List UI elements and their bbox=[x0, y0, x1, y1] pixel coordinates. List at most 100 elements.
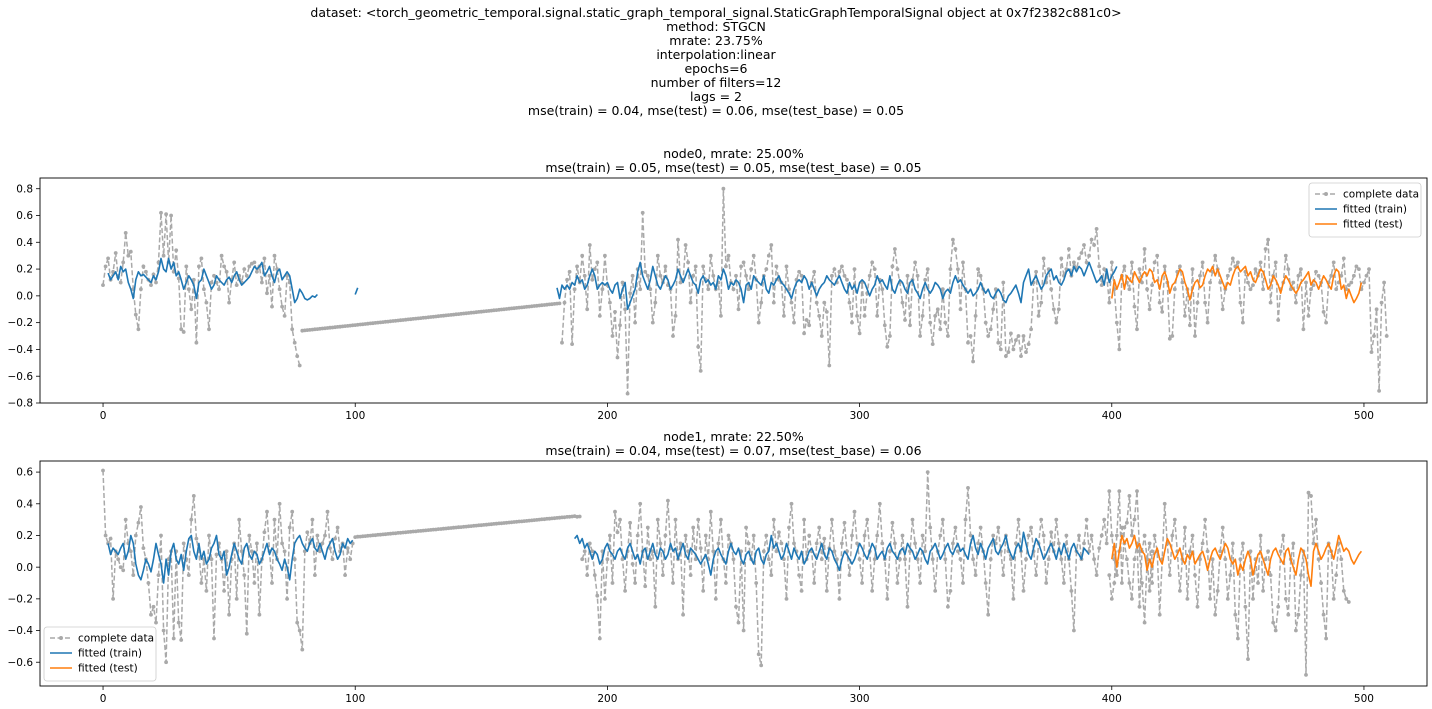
complete-data-point bbox=[923, 277, 928, 282]
complete-data-point bbox=[1107, 489, 1112, 493]
complete-data-point bbox=[1379, 300, 1384, 305]
complete-data-point bbox=[161, 253, 166, 258]
complete-data-point bbox=[313, 573, 317, 577]
complete-data-point bbox=[693, 557, 698, 562]
fitted-train-line bbox=[556, 261, 1118, 311]
complete-data-point bbox=[209, 557, 214, 562]
complete-data-point bbox=[1077, 256, 1081, 261]
complete-data-point bbox=[671, 581, 675, 585]
complete-data-point bbox=[262, 256, 267, 261]
complete-data-point bbox=[149, 283, 153, 287]
complete-data-point bbox=[1006, 350, 1011, 354]
complete-data-point bbox=[1109, 260, 1114, 265]
complete-data-point bbox=[880, 287, 885, 292]
complete-data-point bbox=[658, 541, 663, 546]
complete-data-point bbox=[1258, 260, 1263, 265]
complete-data-point bbox=[1203, 517, 1207, 522]
complete-data-point bbox=[580, 557, 585, 562]
complete-data-point bbox=[1059, 557, 1064, 562]
complete-data-point bbox=[1200, 541, 1205, 546]
complete-data-point bbox=[1092, 243, 1096, 247]
complete-data-point bbox=[1039, 517, 1044, 522]
complete-data-point bbox=[128, 549, 133, 554]
complete-data-point bbox=[103, 533, 108, 538]
complete-data-point bbox=[1026, 342, 1031, 346]
complete-data-point bbox=[650, 320, 655, 325]
complete-data-point bbox=[610, 334, 615, 338]
complete-data-point bbox=[1114, 573, 1119, 577]
complete-data-point bbox=[766, 253, 771, 258]
complete-data-point bbox=[171, 636, 176, 641]
complete-data-point bbox=[822, 300, 827, 305]
complete-data-point bbox=[802, 331, 806, 336]
complete-data-point bbox=[978, 525, 983, 530]
complete-data-point bbox=[966, 340, 970, 345]
complete-data-point bbox=[179, 327, 184, 332]
complete-data-point bbox=[1167, 573, 1172, 577]
complete-data-point bbox=[935, 307, 940, 312]
complete-data-point bbox=[716, 541, 721, 546]
complete-data-point bbox=[265, 291, 269, 296]
complete-data-point bbox=[207, 533, 211, 538]
complete-data-point bbox=[731, 287, 736, 292]
complete-data-point bbox=[948, 267, 953, 271]
complete-data-point bbox=[1208, 597, 1212, 601]
complete-data-point bbox=[1036, 314, 1041, 318]
complete-data-point bbox=[1011, 597, 1016, 601]
complete-data-point bbox=[1014, 338, 1018, 342]
fitted-test-line bbox=[1111, 534, 1363, 588]
complete-data-point bbox=[603, 597, 607, 601]
complete-data-point bbox=[1034, 573, 1038, 577]
legend-label: fitted (test) bbox=[78, 663, 138, 675]
complete-data-point bbox=[1132, 557, 1137, 562]
complete-data-point bbox=[784, 264, 789, 269]
complete-data-point bbox=[1316, 557, 1321, 562]
complete-data-point bbox=[1041, 256, 1046, 261]
complete-data-point bbox=[719, 517, 723, 522]
plot-area bbox=[101, 186, 1389, 396]
complete-data-point bbox=[139, 287, 143, 292]
complete-data-point bbox=[633, 320, 637, 325]
x-tick-label: 200 bbox=[597, 410, 617, 422]
complete-data-point bbox=[1281, 533, 1286, 538]
complete-data-point bbox=[323, 533, 327, 538]
complete-data-point bbox=[1142, 247, 1147, 251]
complete-data-point bbox=[678, 280, 683, 285]
complete-data-point bbox=[149, 612, 153, 617]
complete-data-point bbox=[292, 340, 297, 345]
complete-data-point bbox=[1238, 300, 1243, 305]
complete-data-point bbox=[1225, 597, 1230, 601]
complete-data-point bbox=[804, 318, 809, 322]
complete-data-point bbox=[610, 581, 615, 585]
complete-data-point bbox=[961, 260, 965, 265]
complete-data-point bbox=[645, 525, 650, 530]
fitted-train-line bbox=[107, 534, 354, 584]
complete-data-point bbox=[713, 597, 718, 601]
complete-data-point bbox=[292, 557, 297, 562]
complete-data-point bbox=[903, 557, 907, 562]
complete-data-point bbox=[131, 573, 136, 577]
complete-data-point bbox=[123, 231, 128, 235]
complete-data-point bbox=[318, 549, 322, 554]
complete-data-point bbox=[1097, 264, 1102, 269]
complete-data-point bbox=[1001, 280, 1006, 285]
complete-data-point bbox=[1223, 557, 1228, 562]
complete-data-point bbox=[951, 237, 955, 242]
complete-data-point bbox=[1127, 581, 1132, 585]
complete-data-point bbox=[771, 517, 776, 522]
complete-data-point bbox=[1309, 494, 1313, 498]
complete-data-point bbox=[1341, 589, 1346, 593]
complete-data-point bbox=[807, 323, 812, 328]
complete-data-point bbox=[1084, 260, 1089, 265]
complete-data-point bbox=[1014, 541, 1018, 546]
complete-data-point bbox=[224, 549, 229, 554]
complete-data-point bbox=[764, 533, 769, 538]
complete-data-point bbox=[1220, 307, 1225, 312]
complete-data-point bbox=[582, 273, 587, 278]
complete-data-point bbox=[592, 267, 597, 271]
complete-data-point bbox=[126, 253, 131, 258]
complete-data-point bbox=[1314, 269, 1318, 274]
complete-data-point bbox=[1162, 501, 1167, 506]
suptitle-filters: number of filters=12 bbox=[650, 75, 782, 90]
